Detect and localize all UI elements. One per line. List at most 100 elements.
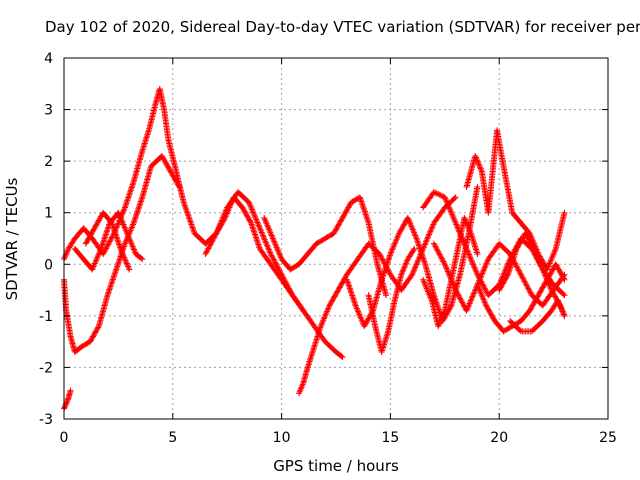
- data-point: [266, 226, 273, 233]
- data-point: [262, 239, 269, 246]
- data-point: [435, 191, 441, 198]
- data-point: [477, 165, 484, 172]
- data-point: [325, 305, 332, 312]
- data-point: [464, 248, 471, 255]
- data-point: [346, 201, 353, 208]
- data-point: [247, 218, 254, 225]
- data-point: [209, 237, 216, 244]
- data-point: [279, 272, 286, 279]
- data-point: [163, 162, 170, 169]
- data-point: [558, 306, 565, 313]
- data-point: [129, 242, 136, 249]
- data-point: [277, 268, 284, 275]
- data-point: [520, 277, 527, 284]
- data-point: [258, 229, 265, 236]
- data-point: [517, 238, 524, 245]
- data-point: [250, 209, 257, 216]
- data-point: [332, 227, 339, 234]
- data-point: [540, 269, 547, 276]
- data-point: [340, 212, 347, 219]
- data-point: [524, 283, 531, 290]
- data-point: [245, 216, 252, 223]
- data-point: [212, 231, 219, 238]
- data-point: [128, 224, 135, 231]
- data-point: [561, 276, 568, 283]
- data-point: [431, 242, 438, 249]
- data-point: [87, 338, 94, 345]
- data-point: [422, 240, 429, 247]
- data-point: [449, 212, 456, 219]
- data-point: [356, 312, 363, 319]
- data-point: [217, 220, 224, 227]
- data-point: [268, 252, 275, 259]
- x-axis-label: GPS time / hours: [273, 457, 399, 475]
- data-point: [296, 390, 303, 397]
- data-point: [96, 248, 103, 255]
- data-point: [338, 280, 345, 287]
- data-point: [280, 274, 287, 281]
- data-point: [411, 229, 418, 236]
- data-point: [539, 266, 546, 273]
- data-point: [557, 302, 564, 309]
- data-point: [476, 287, 483, 294]
- data-point: [337, 283, 344, 290]
- data-point: [518, 272, 525, 279]
- data-point: [395, 231, 402, 238]
- data-point: [454, 289, 461, 296]
- data-point: [453, 222, 460, 229]
- data-point: [123, 260, 130, 267]
- data-point: [84, 238, 91, 245]
- data-point: [539, 284, 546, 291]
- y-tick-label: -2: [39, 360, 53, 376]
- data-point: [170, 173, 177, 180]
- data-point: [322, 311, 329, 318]
- data-point: [527, 306, 534, 313]
- data-point: [333, 226, 339, 233]
- data-point: [87, 231, 94, 238]
- data-point: [388, 248, 395, 255]
- data-point: [447, 208, 454, 215]
- data-point: [469, 260, 476, 267]
- data-point: [266, 228, 273, 235]
- data-point: [538, 285, 545, 292]
- data-point: [515, 266, 522, 273]
- data-point: [483, 260, 490, 267]
- data-point: [114, 221, 121, 228]
- data-point: [425, 290, 432, 297]
- data-point: [121, 254, 128, 261]
- data-point: [468, 296, 475, 303]
- data-point: [203, 249, 210, 256]
- data-point: [282, 278, 289, 285]
- data-point: [500, 279, 507, 286]
- data-point: [189, 224, 196, 231]
- data-point: [91, 260, 98, 267]
- data-point: [175, 182, 182, 189]
- data-point: [397, 227, 404, 234]
- data-point: [461, 216, 468, 223]
- data-point: [388, 249, 395, 256]
- data-point: [92, 222, 99, 229]
- data-point: [457, 296, 464, 303]
- data-point: [484, 305, 491, 312]
- data-point: [477, 164, 484, 171]
- data-point: [542, 273, 549, 280]
- data-point: [206, 244, 213, 251]
- data-point: [478, 167, 485, 174]
- data-point: [409, 226, 416, 233]
- data-point: [130, 246, 137, 253]
- data-point: [469, 258, 475, 265]
- data-point: [400, 222, 407, 229]
- data-point: [438, 255, 445, 262]
- data-point: [484, 258, 491, 265]
- data-point: [93, 221, 100, 228]
- data-point: [361, 323, 368, 330]
- data-point: [171, 174, 178, 181]
- data-point: [411, 231, 418, 238]
- data-point: [470, 261, 477, 268]
- data-point: [560, 311, 567, 318]
- data-point: [124, 262, 131, 269]
- data-point: [246, 200, 253, 207]
- x-tick-label: 25: [599, 430, 617, 446]
- data-point: [536, 290, 543, 297]
- data-point: [216, 223, 223, 230]
